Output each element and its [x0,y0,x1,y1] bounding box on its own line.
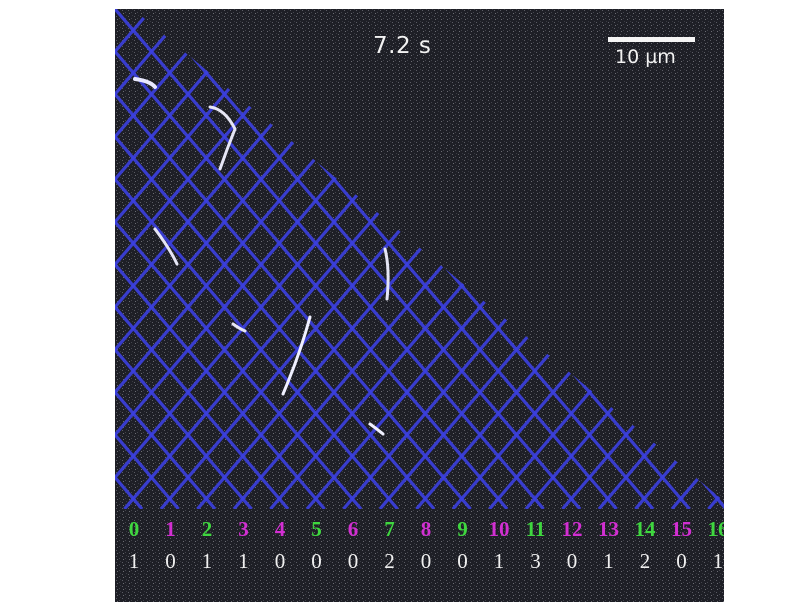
column-count-label: 0 [347,549,359,573]
microscopy-image: 7.2 s 10 µm 0 1 1 0 2 1 3 1 4 0 5 0 6 0 7 2 8 0 9 0 10 1 11 3 12… [115,9,724,602]
column-index-label: 2 [201,517,213,541]
column-count-label: 2 [384,549,395,573]
mesh-line [115,9,290,509]
column-index-label: 1 [165,517,176,541]
column-index-label: 12 [561,517,583,541]
mesh-line [115,9,299,509]
column-index-label: 13 [598,517,619,541]
mesh-line [150,9,582,509]
column-index-label: 4 [274,517,286,541]
column-count-label: 0 [457,549,468,573]
column-count-label: 1 [493,549,505,573]
bright-fibers [133,77,390,436]
column-count-label: 1 [128,549,140,573]
column-index-label: 8 [420,517,432,541]
mesh-line [524,9,724,509]
column-index-label: 3 [238,517,249,541]
scale-bar [608,37,695,42]
column-count-label: 1 [238,549,249,573]
column-count-label: 0 [676,549,687,573]
image-canvas [115,9,724,602]
mesh-line [115,9,363,509]
column-index-label: 5 [311,517,322,541]
column-index-label: 16 [707,517,725,541]
column-count-label: 0 [274,549,286,573]
mesh-line [115,9,436,509]
column-count-label: 0 [311,549,322,573]
column-index-label: 15 [671,517,692,541]
column-index-label: 10 [488,517,510,541]
column-count-label: 1 [603,549,614,573]
noise-background [115,9,724,602]
mesh-line [115,9,472,509]
column-index-label: 6 [347,517,359,541]
mesh-line [115,9,190,509]
column-count-label: 0 [566,549,578,573]
column-count-label: 1 [201,549,213,573]
mesh-line [115,9,217,509]
column-index-label: 0 [128,517,140,541]
mesh-line [115,9,226,509]
mesh-line [115,9,326,509]
column-index-label: 14 [634,517,656,541]
column-index-label: 11 [525,517,546,541]
column-count-label: 0 [165,549,176,573]
mesh-line [115,9,253,509]
mesh-line [115,9,399,509]
column-count-label: 1 [712,549,724,573]
mesh-line [115,9,263,509]
column-count-label: 3 [530,549,541,573]
scale-bar-label: 10 µm [615,46,676,68]
column-index-label: 7 [384,517,395,541]
timestamp-label: 7.2 s [373,33,432,59]
column-count-label: 2 [639,549,651,573]
column-count-label: 0 [420,549,432,573]
mesh-line [115,9,509,509]
mesh-line [115,9,545,509]
column-index-label: 9 [457,517,468,541]
